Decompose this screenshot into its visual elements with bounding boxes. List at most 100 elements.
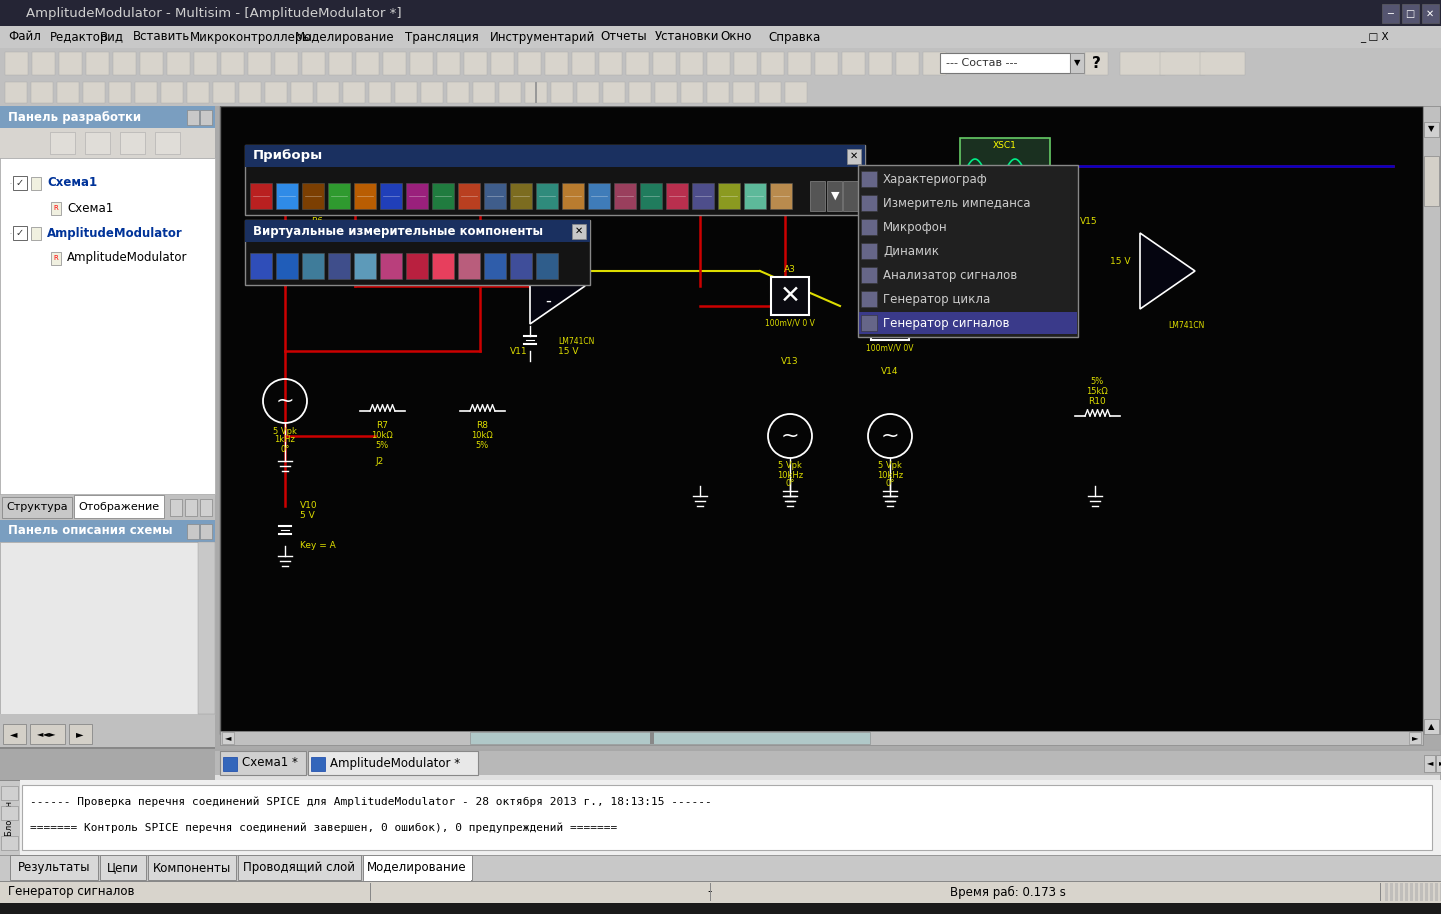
Bar	[1435, 883, 1438, 901]
Bar	[369, 82, 391, 103]
Bar	[0, 714, 215, 749]
Bar	[491, 52, 514, 75]
Bar	[0, 903, 1441, 914]
Bar	[517, 52, 540, 75]
Text: 5 Vpk: 5 Vpk	[272, 427, 297, 435]
Bar	[847, 149, 862, 164]
Text: 10kΩ: 10kΩ	[471, 431, 493, 441]
Text: Инструментарий: Инструментарий	[490, 30, 595, 44]
Text: LM741CN: LM741CN	[1169, 322, 1205, 331]
Text: ►: ►	[76, 729, 84, 739]
Bar	[0, 747, 215, 749]
Text: ▼: ▼	[1074, 58, 1081, 68]
Text: LM741CN: LM741CN	[558, 336, 594, 345]
Bar	[329, 253, 350, 279]
Text: 0°: 0°	[885, 480, 895, 488]
Bar	[1085, 52, 1108, 75]
Bar	[58, 82, 79, 103]
Text: A3: A3	[784, 264, 795, 273]
Bar	[1437, 755, 1441, 772]
Bar	[708, 52, 731, 75]
Text: 0°: 0°	[281, 444, 290, 453]
Text: 5 V: 5 V	[300, 512, 314, 520]
Bar	[771, 277, 808, 315]
Text: V9 5%: V9 5%	[287, 246, 314, 254]
Bar	[1, 497, 72, 518]
Text: ✕: ✕	[850, 151, 857, 161]
Text: ~: ~	[781, 426, 800, 446]
Bar	[862, 315, 878, 331]
Bar	[156, 132, 180, 154]
Text: 15kΩ: 15kΩ	[1087, 387, 1108, 396]
Bar	[473, 82, 496, 103]
Text: 5 Vpk: 5 Vpk	[878, 462, 902, 471]
Bar	[733, 82, 755, 103]
Bar	[73, 495, 164, 518]
Bar	[810, 181, 826, 211]
Bar	[862, 219, 878, 235]
Bar	[50, 252, 61, 265]
Bar	[1424, 719, 1440, 734]
Bar	[1424, 156, 1440, 206]
Bar	[187, 82, 209, 103]
Bar	[200, 110, 212, 125]
Bar	[0, 106, 215, 128]
Bar	[0, 881, 1441, 903]
Text: --- Состав ---: --- Состав ---	[945, 58, 1017, 68]
Bar	[4, 52, 27, 75]
Bar	[220, 751, 305, 775]
Bar	[249, 183, 272, 209]
Bar	[733, 52, 757, 75]
Text: ►: ►	[1438, 759, 1441, 768]
Text: ✕: ✕	[879, 309, 901, 333]
Bar	[120, 132, 146, 154]
Text: ▼: ▼	[1428, 124, 1434, 133]
Text: ▼: ▼	[831, 191, 839, 201]
Text: Результаты: Результаты	[17, 862, 91, 875]
Bar	[238, 855, 362, 880]
Text: 10kΩ: 10kΩ	[372, 431, 393, 441]
Bar	[406, 253, 428, 279]
Bar	[0, 542, 215, 714]
Bar	[0, 780, 20, 855]
Bar	[588, 183, 610, 209]
Bar	[32, 227, 40, 240]
Bar	[862, 243, 878, 259]
Bar	[0, 0, 1441, 26]
Bar	[50, 132, 75, 154]
Text: Измеритель импеданса: Измеритель импеданса	[883, 197, 1030, 209]
Text: -: -	[545, 292, 550, 310]
Text: ✕: ✕	[1427, 9, 1434, 19]
Bar	[692, 183, 713, 209]
Bar	[187, 110, 199, 125]
Bar	[161, 82, 183, 103]
Bar	[245, 220, 589, 285]
Bar	[245, 145, 865, 215]
Bar	[365, 879, 471, 881]
Text: 100mV/V 0V: 100mV/V 0V	[866, 344, 914, 353]
Bar	[1382, 4, 1399, 23]
Bar	[0, 881, 1441, 882]
Text: Компоненты: Компоненты	[153, 862, 231, 875]
Text: Трансляция: Трансляция	[405, 30, 478, 44]
Bar	[148, 855, 236, 880]
Bar	[406, 183, 428, 209]
Bar	[317, 82, 339, 103]
Bar	[200, 524, 212, 539]
Bar	[862, 291, 878, 307]
Bar	[13, 226, 27, 240]
Bar	[718, 183, 741, 209]
Bar	[356, 52, 379, 75]
Bar	[536, 253, 558, 279]
Bar	[30, 724, 65, 744]
Bar	[291, 82, 313, 103]
Bar	[69, 724, 92, 744]
Bar	[1425, 883, 1428, 901]
Bar	[383, 52, 406, 75]
Bar	[84, 82, 105, 103]
Bar	[525, 82, 548, 103]
Bar	[602, 82, 625, 103]
Bar	[343, 82, 365, 103]
Text: ✓: ✓	[16, 178, 24, 188]
Text: Key = A: Key = A	[300, 541, 336, 550]
